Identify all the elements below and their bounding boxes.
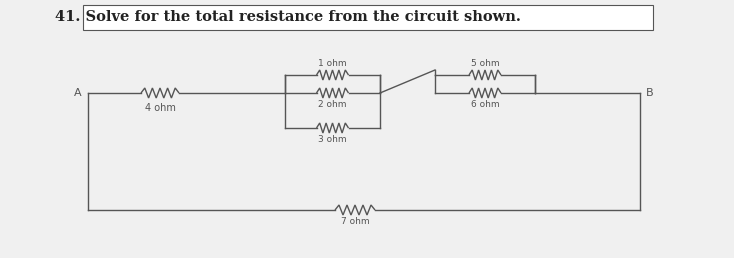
- Text: 7 ohm: 7 ohm: [341, 217, 369, 226]
- Text: 4 ohm: 4 ohm: [145, 103, 175, 113]
- Text: 2 ohm: 2 ohm: [319, 100, 346, 109]
- Text: A: A: [74, 88, 82, 98]
- Text: 41. Solve for the total resistance from the circuit shown.: 41. Solve for the total resistance from …: [55, 10, 521, 24]
- Text: 3 ohm: 3 ohm: [318, 135, 346, 144]
- Text: B: B: [646, 88, 653, 98]
- Text: 6 ohm: 6 ohm: [470, 100, 499, 109]
- Text: 1 ohm: 1 ohm: [318, 59, 346, 68]
- Text: 5 ohm: 5 ohm: [470, 59, 499, 68]
- Bar: [83, 5, 653, 30]
